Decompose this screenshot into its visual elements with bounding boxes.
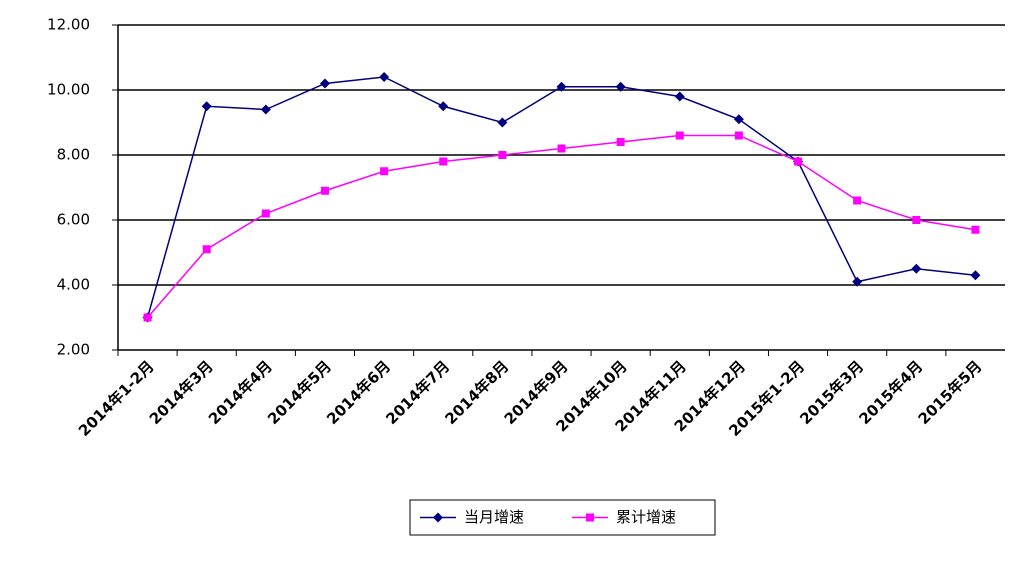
point [438,101,449,112]
point [911,263,922,274]
point [733,114,744,125]
point [319,78,330,89]
point [320,186,329,195]
series-line [147,134,976,318]
y-tick-label: 8.00 [57,146,90,164]
point [556,81,567,92]
legend-marker [586,513,594,522]
point [675,131,684,140]
x-tick-label: 2014年1-2月 [75,357,158,440]
point [143,313,152,322]
point [201,101,212,112]
point [497,117,508,128]
point [498,151,507,159]
point [615,81,626,92]
point [616,138,625,146]
point [439,157,448,166]
point [734,131,743,140]
point [674,91,685,102]
point [379,72,390,82]
y-tick-label: 4.00 [57,276,90,294]
point [380,167,389,176]
y-tick-label: 10.00 [47,81,90,99]
legend-label: 累计增速 [616,508,676,526]
point [202,245,211,254]
point [971,225,980,234]
legend-marker [433,512,443,523]
point [852,276,863,287]
legend [409,499,716,536]
y-tick-label: 2.00 [57,341,90,359]
point [260,104,271,115]
point [794,157,803,166]
y-tick-label: 6.00 [57,211,90,229]
point [261,209,270,218]
point [557,144,566,153]
x-tick-label: 2015年5月 [915,357,986,428]
y-tick-label: 12.00 [47,16,90,34]
point [853,196,862,205]
point [912,216,921,224]
point [970,270,981,281]
legend-label: 当月增速 [464,508,524,526]
